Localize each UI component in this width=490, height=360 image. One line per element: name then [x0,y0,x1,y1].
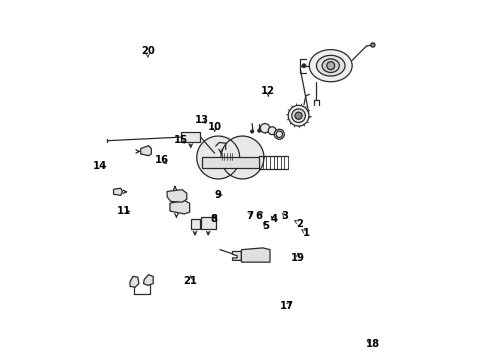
Circle shape [251,130,253,133]
Polygon shape [242,248,270,262]
Circle shape [260,123,270,133]
Ellipse shape [322,59,339,72]
Ellipse shape [292,109,305,122]
Text: 5: 5 [262,221,269,231]
Ellipse shape [309,50,352,82]
Text: 10: 10 [208,122,221,132]
Text: 11: 11 [117,206,131,216]
Polygon shape [141,146,151,156]
Circle shape [258,129,261,132]
Text: 7: 7 [246,211,253,221]
Bar [191,219,199,229]
Text: 12: 12 [261,86,275,96]
Text: 3: 3 [282,211,289,221]
Bar [181,132,200,142]
Ellipse shape [327,62,335,69]
Text: 1: 1 [303,228,310,238]
Text: 19: 19 [291,253,305,263]
Text: 9: 9 [215,190,221,200]
Bar [201,217,216,229]
Ellipse shape [317,55,345,76]
Text: 2: 2 [296,219,303,229]
Polygon shape [202,157,259,168]
Polygon shape [232,251,242,260]
Text: 16: 16 [155,156,169,165]
Text: 8: 8 [210,214,218,224]
Circle shape [268,127,276,135]
Text: 13: 13 [195,115,208,125]
Text: 17: 17 [280,301,294,311]
Circle shape [295,112,302,119]
Text: 14: 14 [93,161,107,171]
Polygon shape [130,276,139,287]
Text: 18: 18 [366,339,380,348]
Polygon shape [167,190,187,202]
Circle shape [371,43,375,47]
Polygon shape [197,136,240,179]
Ellipse shape [288,105,309,126]
Polygon shape [114,188,122,195]
Polygon shape [221,136,264,179]
Text: 21: 21 [184,276,197,286]
Circle shape [302,64,306,67]
Circle shape [274,129,284,139]
Polygon shape [170,201,190,214]
Text: 6: 6 [256,211,263,221]
Polygon shape [144,275,153,285]
Text: 15: 15 [173,135,188,145]
Text: 20: 20 [141,46,155,57]
Text: 4: 4 [270,214,277,224]
